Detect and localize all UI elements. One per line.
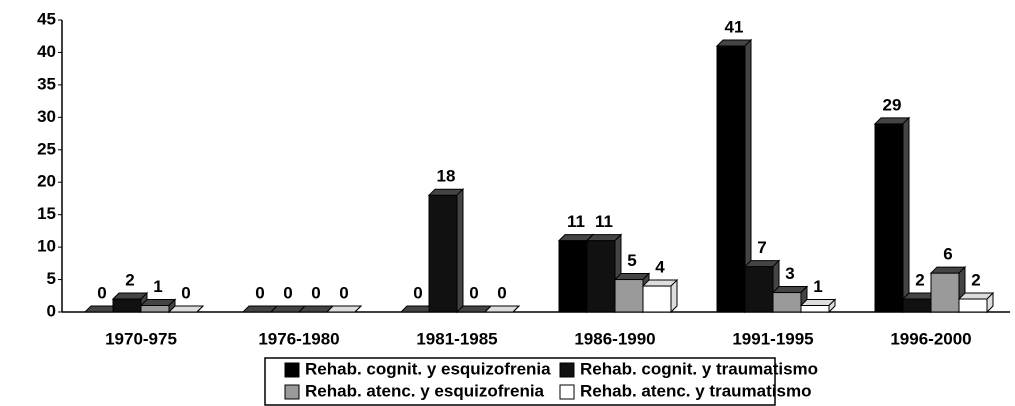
- data-label: 1: [813, 277, 822, 296]
- data-label: 0: [255, 283, 264, 302]
- bar-side: [828, 298, 836, 314]
- legend-label: Rehab. cognit. y esquizofrenia: [305, 359, 551, 378]
- legend-box: [264, 357, 776, 406]
- y-tick-label: 5: [47, 269, 56, 288]
- data-label: 11: [567, 212, 585, 231]
- data-label: 0: [469, 283, 478, 302]
- bar: [874, 123, 904, 313]
- bar: [744, 266, 774, 313]
- y-tick-label: 40: [37, 42, 56, 61]
- bar-side: [986, 291, 994, 314]
- data-label: 6: [943, 245, 952, 264]
- data-label: 0: [181, 283, 190, 302]
- legend: Rehab. cognit. y esquizofrenia Rehab. cog…: [264, 357, 818, 406]
- data-label: 2: [125, 271, 134, 290]
- bar: [558, 240, 588, 313]
- legend-swatch: [559, 384, 575, 400]
- data-label: 1: [153, 277, 162, 296]
- x-tick-label: 1976-1980: [258, 329, 339, 348]
- legend-label: Rehab. cognit. y traumatismo: [580, 359, 818, 378]
- bar: [958, 298, 988, 313]
- bar: [716, 45, 746, 313]
- data-label: 5: [627, 251, 636, 270]
- data-label: 7: [757, 238, 766, 257]
- bar: [902, 298, 932, 313]
- bar: [772, 292, 802, 313]
- legend-label: Rehab. atenc. y traumatismo: [580, 381, 811, 400]
- legend-swatch: [284, 362, 300, 378]
- y-tick-label: 15: [37, 204, 56, 223]
- data-label: 41: [725, 17, 744, 36]
- bar-side: [670, 278, 678, 314]
- y-tick-label: 35: [37, 74, 56, 93]
- data-label: 3: [785, 264, 794, 283]
- x-tick-label: 1970-975: [105, 329, 177, 348]
- y-tick-label: 10: [37, 237, 56, 256]
- legend-swatch: [284, 384, 300, 400]
- bar: [586, 240, 616, 313]
- legend-label: Rehab. atenc. y esquizofrenia: [305, 381, 545, 400]
- data-label: 0: [283, 283, 292, 302]
- y-tick-label: 0: [47, 301, 56, 320]
- y-tick-label: 20: [37, 172, 56, 191]
- bar-side: [456, 187, 464, 314]
- data-label: 0: [497, 283, 506, 302]
- bar-side: [196, 305, 204, 313]
- data-label: 0: [339, 283, 348, 302]
- x-tick-label: 1996-2000: [890, 329, 971, 348]
- y-tick-label: 30: [37, 107, 56, 126]
- bar: [800, 305, 830, 313]
- x-tick-label: 1991-1995: [732, 329, 813, 348]
- bar: [642, 285, 672, 313]
- data-label: 0: [97, 283, 106, 302]
- data-label: 2: [971, 271, 980, 290]
- data-label: 2: [915, 271, 924, 290]
- y-tick-label: 25: [37, 139, 56, 158]
- x-tick-label: 1981-1985: [416, 329, 497, 348]
- bar-side: [902, 116, 910, 314]
- data-label: 0: [311, 283, 320, 302]
- y-tick-label: 45: [37, 9, 56, 28]
- bar-side: [354, 305, 362, 313]
- bar: [140, 305, 170, 313]
- legend-swatch: [559, 362, 575, 378]
- bar-side: [512, 305, 520, 313]
- data-label: 4: [655, 258, 665, 277]
- bar: [428, 194, 458, 313]
- bar: [112, 298, 142, 313]
- data-label: 29: [883, 95, 902, 114]
- data-label: 11: [595, 212, 613, 231]
- x-tick-label: 1986-1990: [574, 329, 655, 348]
- bar: [930, 272, 960, 313]
- bar: [614, 279, 644, 313]
- data-label: 0: [413, 283, 422, 302]
- data-label: 18: [437, 167, 456, 186]
